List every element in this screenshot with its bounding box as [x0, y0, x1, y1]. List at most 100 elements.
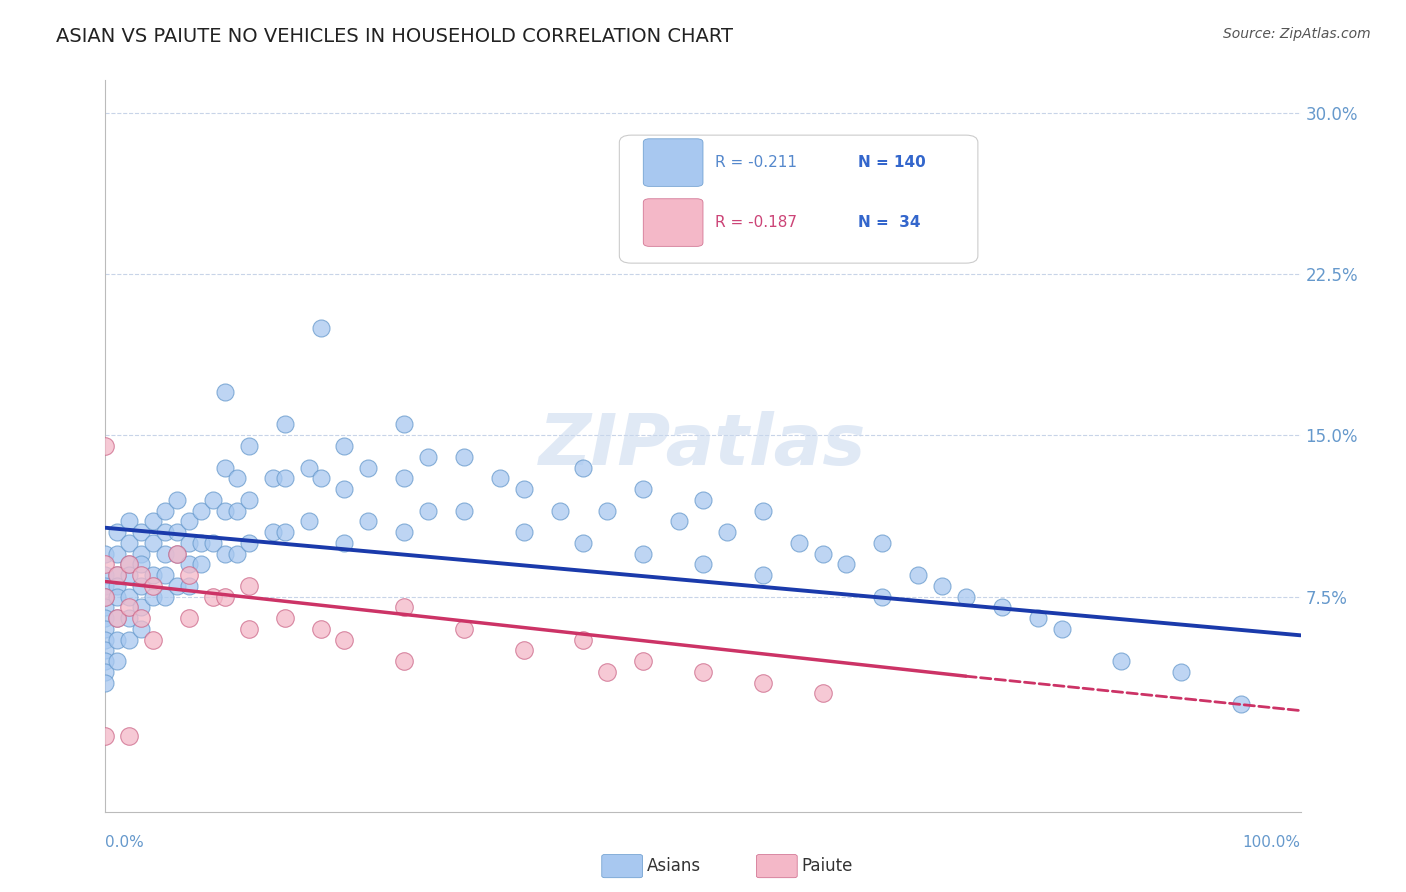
Point [107, 654, 129, 668]
Point [872, 590, 894, 604]
Point [238, 439, 260, 453]
Point [177, 579, 201, 593]
Point [142, 568, 165, 582]
Point [1229, 697, 1251, 711]
Point [166, 579, 188, 593]
Point [333, 632, 356, 647]
Text: ASIAN VS PAIUTE NO VEHICLES IN HOUSEHOLD CORRELATION CHART: ASIAN VS PAIUTE NO VEHICLES IN HOUSEHOLD… [56, 27, 734, 45]
Point [751, 503, 773, 517]
Point [872, 536, 894, 550]
Point [118, 558, 141, 572]
Point [129, 547, 153, 561]
Point [118, 611, 141, 625]
Point [225, 471, 249, 485]
Point [107, 568, 129, 582]
Point [94, 643, 117, 657]
Point [751, 568, 773, 582]
Point [225, 547, 249, 561]
FancyBboxPatch shape [619, 135, 979, 263]
Point [153, 524, 177, 539]
Point [177, 568, 201, 582]
Point [129, 579, 153, 593]
FancyBboxPatch shape [644, 139, 703, 186]
Point [357, 514, 380, 528]
Point [298, 514, 321, 528]
Point [118, 590, 141, 604]
Point [453, 622, 475, 636]
Point [548, 503, 571, 517]
Point [202, 492, 225, 507]
Point [225, 503, 249, 517]
Point [309, 471, 332, 485]
Point [142, 590, 165, 604]
Text: R = -0.211: R = -0.211 [716, 155, 797, 170]
Point [214, 460, 236, 475]
Text: N =  34: N = 34 [858, 215, 921, 230]
Point [177, 558, 201, 572]
Point [692, 492, 714, 507]
Point [94, 730, 117, 744]
Point [107, 568, 129, 582]
Point [94, 590, 117, 604]
Point [238, 492, 260, 507]
Point [907, 568, 929, 582]
Point [94, 439, 117, 453]
Text: 100.0%: 100.0% [1243, 836, 1301, 850]
Point [309, 622, 332, 636]
Point [596, 503, 619, 517]
Point [94, 632, 117, 647]
Point [453, 503, 475, 517]
Point [177, 514, 201, 528]
Point [513, 524, 536, 539]
Point [357, 460, 380, 475]
Point [716, 524, 738, 539]
Point [202, 590, 225, 604]
Point [94, 558, 117, 572]
Point [262, 471, 284, 485]
Point [811, 686, 834, 700]
Point [392, 524, 416, 539]
Point [166, 547, 188, 561]
Point [107, 632, 129, 647]
Point [107, 579, 129, 593]
Point [273, 471, 295, 485]
Point [142, 514, 165, 528]
Point [202, 536, 225, 550]
Point [166, 492, 188, 507]
Point [1170, 665, 1192, 679]
Point [835, 558, 858, 572]
Point [333, 536, 356, 550]
Point [751, 675, 773, 690]
Point [214, 547, 236, 561]
Point [94, 665, 117, 679]
Point [692, 665, 714, 679]
Point [166, 524, 188, 539]
FancyBboxPatch shape [644, 199, 703, 246]
Point [668, 514, 690, 528]
Text: Paiute: Paiute [801, 857, 853, 875]
Point [787, 536, 810, 550]
Point [190, 558, 212, 572]
Point [118, 632, 141, 647]
Point [107, 611, 129, 625]
Point [94, 590, 117, 604]
Point [513, 643, 536, 657]
Point [309, 320, 332, 334]
Text: 0.0%: 0.0% [105, 836, 145, 850]
Point [214, 385, 236, 400]
Point [153, 568, 177, 582]
Point [129, 568, 153, 582]
Point [1026, 611, 1049, 625]
Point [572, 460, 595, 475]
Point [513, 482, 536, 496]
Point [94, 579, 117, 593]
Point [153, 590, 177, 604]
Point [238, 622, 260, 636]
Point [166, 547, 188, 561]
Point [94, 611, 117, 625]
Point [129, 558, 153, 572]
Text: Source: ZipAtlas.com: Source: ZipAtlas.com [1223, 27, 1371, 41]
Point [238, 536, 260, 550]
Point [298, 460, 321, 475]
Point [333, 439, 356, 453]
